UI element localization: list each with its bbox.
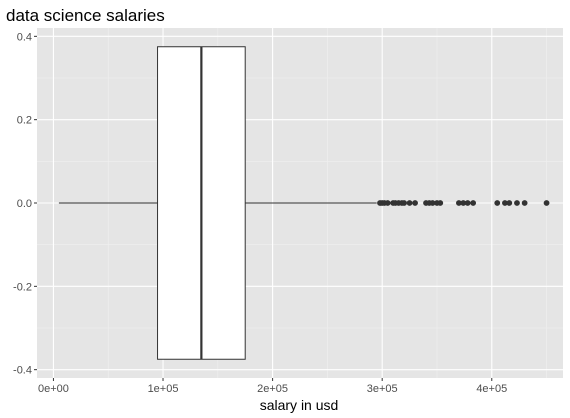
x-tick-label: 4e+05: [476, 383, 507, 395]
outlier-point: [401, 200, 408, 206]
y-tick-label: -0.2: [13, 281, 32, 293]
outlier-point: [470, 200, 477, 206]
outlier-point: [521, 200, 528, 206]
outlier-point: [464, 200, 471, 206]
outlier-point: [494, 200, 501, 206]
y-tick-label: 0.4: [17, 31, 32, 43]
outlier-point: [455, 200, 462, 206]
x-tick-label: 3e+05: [367, 383, 398, 395]
x-tick-label: 1e+05: [148, 383, 179, 395]
outlier-point: [543, 200, 550, 206]
y-tick-label: 0.2: [17, 115, 32, 127]
outlier-point: [429, 200, 436, 206]
outlier-point: [437, 200, 444, 206]
outlier-point: [506, 200, 513, 206]
outlier-point: [460, 200, 467, 206]
tick-labels: 0e+00 1e+05 2e+05 3e+05 4e+05 -0.4 -0.2 0.0 0.2 0…: [13, 31, 507, 395]
outlier-point: [406, 200, 413, 206]
y-tick-label: -0.4: [13, 365, 32, 377]
chart-title: data science salaries: [6, 6, 165, 25]
outlier-point: [412, 200, 418, 206]
outlier-point: [502, 200, 508, 206]
x-tick-label: 0e+00: [38, 383, 69, 395]
x-tick-label: 2e+05: [257, 383, 288, 395]
outlier-points: [377, 200, 550, 206]
y-tick-label: 0.0: [17, 198, 32, 210]
box: [157, 46, 246, 360]
outlier-point: [514, 200, 520, 206]
axis-ticks: [34, 35, 493, 381]
outlier-point: [384, 200, 391, 206]
x-axis-label: salary in usd: [260, 397, 339, 413]
